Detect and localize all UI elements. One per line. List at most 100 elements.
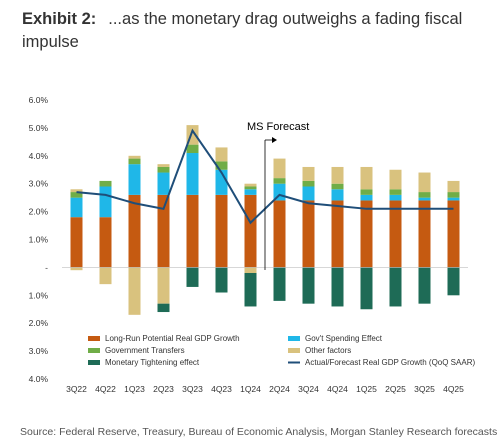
bar-segment-govt-spending [331,189,344,201]
legend-label: Actual/Forecast Real GDP Growth (QoQ SAA… [305,358,475,367]
bar-segment-govt-spending [389,194,402,201]
bar-segment-monetary [447,267,460,296]
x-tick-label: 4Q23 [211,384,232,394]
x-tick-label: 4Q25 [443,384,464,394]
bar-segment-monetary [157,303,170,313]
x-tick-label: 3Q25 [414,384,435,394]
bar-segment-transfers [215,161,228,170]
bar-segment-govt-spending [70,197,83,218]
x-tick-label: 4Q24 [327,384,348,394]
bar-segment-potential [389,200,402,268]
bar-segment-potential [186,194,199,268]
bar-segment-transfers [360,189,373,195]
bar-segment-other [389,169,402,190]
source-note: Source: Federal Reserve, Treasury, Burea… [20,426,498,438]
exhibit-label: Exhibit 2: [22,10,97,28]
legend-swatch-other [288,348,300,353]
bar-segment-monetary [273,267,286,301]
y-tick-label: 4.0% [29,151,49,161]
y-tick-label: 3.0% [29,346,49,356]
bar-segment-monetary [215,267,228,293]
bar-segment-monetary [418,267,431,304]
y-tick-label: 6.0% [29,95,49,105]
legend-label: Long-Run Potential Real GDP Growth [105,334,240,343]
bar-segment-other [215,147,228,162]
bar-segment-govt-spending [128,164,141,195]
bar-segment-transfers [273,178,286,184]
exhibit-title: ...as the monetary drag outweighs a fadi… [22,10,463,51]
bar-segment-other [128,155,141,159]
legend-box [82,332,474,374]
bar-segment-transfers [389,189,402,195]
bar-segment-transfers [331,183,344,190]
bar-segment-monetary [389,267,402,307]
y-tick-label: 5.0% [29,123,49,133]
x-tick-label: 2Q25 [385,384,406,394]
bar-segment-govt-spending [244,189,257,195]
x-tick-label: 3Q23 [182,384,203,394]
y-tick-label: 4.0% [29,374,49,384]
bar-segment-transfers [186,144,199,154]
x-tick-label: 3Q22 [66,384,87,394]
bar-segment-monetary [244,272,257,307]
chart-title: Exhibit 2: ...as the monetary drag outwei… [22,8,482,54]
forecast-arrow-head [272,137,277,143]
legend-swatch-govt-spending [288,336,300,341]
x-tick-label: 3Q24 [298,384,319,394]
bar-segment-other-neg [70,267,83,271]
bar-segment-transfers [418,192,431,198]
bar-segment-monetary [360,267,373,310]
bar-segment-potential [128,194,141,268]
bar-segment-potential [273,200,286,268]
y-tick-label: 2.0% [29,207,49,217]
x-tick-label: 4Q22 [95,384,116,394]
bar-segment-monetary [186,267,199,287]
legend-label: Other factors [305,346,351,355]
legend-swatch-monetary [88,360,100,365]
bar-segment-transfers [447,192,460,198]
forecast-annotation: MS Forecast [247,121,309,133]
bar-segment-potential [447,200,460,268]
bar-segment-govt-spending [447,197,460,201]
bar-segment-potential [215,194,228,268]
bar-segment-other [360,166,373,190]
bar-segment-govt-spending [418,197,431,201]
bar-segment-transfers [244,186,257,190]
bar-segment-govt-spending [302,186,315,201]
bar-segment-other-neg [157,267,170,304]
y-tick-label: 3.0% [29,179,49,189]
bar-segment-other [70,189,83,193]
bar-segment-potential [99,217,112,268]
bar-segment-transfers [99,180,112,187]
x-tick-label: 1Q24 [240,384,261,394]
bar-segment-transfers [157,166,170,173]
bar-segment-monetary [331,267,344,307]
bar-segment-govt-spending [360,194,373,201]
bar-segment-other-neg [244,267,257,273]
legend-label: Gov't Spending Effect [305,334,383,343]
y-tick-label: 1.0% [29,290,49,300]
bar-segment-potential [157,194,170,268]
bar-segment-other [157,164,170,167]
legend-label: Government Transfers [105,346,185,355]
bar-segment-other-neg [99,267,112,285]
bar-segment-govt-spending [157,172,170,195]
bar-segment-monetary [302,267,315,304]
bar-segment-potential [360,200,373,268]
bar-segment-potential [302,200,315,268]
bar-segment-potential [331,200,344,268]
bar-segment-transfers [128,158,141,165]
legend-swatch-potential [88,336,100,341]
bar-segment-other [418,172,431,193]
x-tick-label: 1Q25 [356,384,377,394]
bar-segment-potential [244,194,257,268]
legend-label: Monetary Tightening effect [105,358,200,367]
x-tick-label: 2Q23 [153,384,174,394]
x-tick-label: 2Q24 [269,384,290,394]
bar-segment-transfers [70,192,83,198]
bar-segment-govt-spending [186,153,199,195]
bar-segment-other [244,183,257,187]
bar-segment-potential [418,200,431,268]
bar-segment-govt-spending [99,186,112,218]
